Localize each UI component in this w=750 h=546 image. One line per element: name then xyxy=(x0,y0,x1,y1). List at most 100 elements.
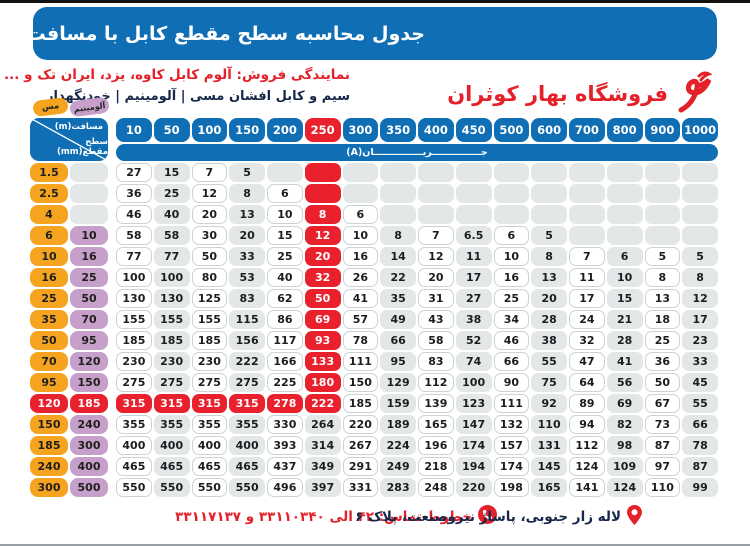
table-cell: 10 xyxy=(606,268,643,287)
table-cell: 185 xyxy=(116,331,152,350)
table-cell: 110 xyxy=(644,478,681,497)
table-cell: 7 xyxy=(191,163,228,182)
table-cell: 6.5 xyxy=(455,226,492,245)
table-cell: 41 xyxy=(606,352,643,371)
table-cell: 150 xyxy=(342,373,379,392)
table-cell: 112 xyxy=(569,436,605,455)
table-cell: 24 xyxy=(569,310,605,329)
products-line: سیم و کابل افشان مسی | آلومینیم | خودنگه… xyxy=(46,89,350,104)
current-unit-banner: جـــــــــــــــریـــــــــــــــان(A) xyxy=(116,144,718,161)
table-cell: 5 xyxy=(229,163,265,182)
row-header-aluminum-empty xyxy=(70,184,108,203)
table-cell: 267 xyxy=(342,436,379,455)
table-cell: 275 xyxy=(229,373,265,392)
corner-header-cell: مسافت(m) سطح مقطع(mm) xyxy=(30,118,108,161)
table-cell: 86 xyxy=(267,310,303,329)
row-header-copper: 300 xyxy=(30,478,68,497)
row-header-aluminum: 185 xyxy=(70,394,108,413)
table-cell: 10 xyxy=(493,247,530,266)
table-cell xyxy=(380,205,416,224)
table-cell: 15 xyxy=(606,289,643,308)
row-header-copper: 25 xyxy=(30,289,68,308)
aluminum-legend-badge: آلومینیم xyxy=(69,96,110,118)
table-cell: 30 xyxy=(191,226,228,245)
table-cell: 83 xyxy=(229,289,265,308)
table-cell: 5 xyxy=(531,226,567,245)
table-cell: 132 xyxy=(493,415,530,434)
table-cell: 220 xyxy=(455,478,492,497)
table-cell: 57 xyxy=(342,310,379,329)
table-cell: 28 xyxy=(606,331,643,350)
column-header: 350 xyxy=(380,118,416,142)
table-cell xyxy=(418,205,454,224)
table-cell: 22 xyxy=(380,268,416,287)
row-header-aluminum: 500 xyxy=(70,478,108,497)
row-header-aluminum: 10 xyxy=(70,226,108,245)
table-cell: 465 xyxy=(116,457,152,476)
table-cell: 82 xyxy=(606,415,643,434)
table-cell: 248 xyxy=(418,478,454,497)
table-cell: 20 xyxy=(418,268,454,287)
table-cell: 109 xyxy=(606,457,643,476)
table-cell: 174 xyxy=(493,457,530,476)
table-cell: 291 xyxy=(342,457,379,476)
row-header-aluminum: 16 xyxy=(70,247,108,266)
table-cell: 196 xyxy=(418,436,454,455)
table-cell: 47 xyxy=(569,352,605,371)
table-cell xyxy=(380,163,416,182)
table-cell: 331 xyxy=(342,478,379,497)
table-cell: 131 xyxy=(531,436,567,455)
table-cell xyxy=(304,184,341,203)
table-cell: 275 xyxy=(191,373,228,392)
table-cell: 249 xyxy=(380,457,416,476)
row-header-aluminum: 120 xyxy=(70,352,108,371)
table-cell: 275 xyxy=(116,373,152,392)
table-cell: 110 xyxy=(531,415,567,434)
table-cell: 16 xyxy=(493,268,530,287)
table-cell: 275 xyxy=(153,373,190,392)
table-cell: 165 xyxy=(531,478,567,497)
table-cell: 64 xyxy=(569,373,605,392)
table-cell: 155 xyxy=(116,310,152,329)
table-cell: 165 xyxy=(418,415,454,434)
table-cell: 8 xyxy=(304,205,341,224)
table-cell: 20 xyxy=(229,226,265,245)
table-cell: 550 xyxy=(191,478,228,497)
table-cell: 156 xyxy=(229,331,265,350)
table-cell: 74 xyxy=(455,352,492,371)
table-cell: 400 xyxy=(191,436,228,455)
table-cell: 145 xyxy=(531,457,567,476)
table-cell: 230 xyxy=(191,352,228,371)
table-cell: 17 xyxy=(569,289,605,308)
table-cell: 58 xyxy=(116,226,152,245)
table-cell: 166 xyxy=(267,352,303,371)
table-cell: 58 xyxy=(153,226,190,245)
table-cell xyxy=(304,163,341,182)
table-cell: 111 xyxy=(493,394,530,413)
table-cell: 13 xyxy=(644,289,681,308)
column-header: 800 xyxy=(606,118,643,142)
table-cell: 27 xyxy=(455,289,492,308)
table-cell: 100 xyxy=(455,373,492,392)
table-cell: 230 xyxy=(116,352,152,371)
table-cell xyxy=(267,163,303,182)
location-pin-icon xyxy=(627,505,642,529)
phone-icon xyxy=(478,505,497,528)
row-header-aluminum: 95 xyxy=(70,331,108,350)
row-header-copper: 50 xyxy=(30,331,68,350)
table-cell xyxy=(493,163,530,182)
table-cell xyxy=(644,205,681,224)
table-cell: 11 xyxy=(569,268,605,287)
table-cell: 18 xyxy=(644,310,681,329)
table-cell xyxy=(342,163,379,182)
table-cell: 20 xyxy=(191,205,228,224)
table-cell: 53 xyxy=(229,268,265,287)
table-cell xyxy=(569,184,605,203)
table-cell: 8 xyxy=(229,184,265,203)
table-cell: 97 xyxy=(644,457,681,476)
table-cell: 77 xyxy=(153,247,190,266)
copper-legend-badge: مس xyxy=(32,96,69,118)
table-cell: 10 xyxy=(342,226,379,245)
row-header-aluminum: 70 xyxy=(70,310,108,329)
table-cell: 550 xyxy=(153,478,190,497)
